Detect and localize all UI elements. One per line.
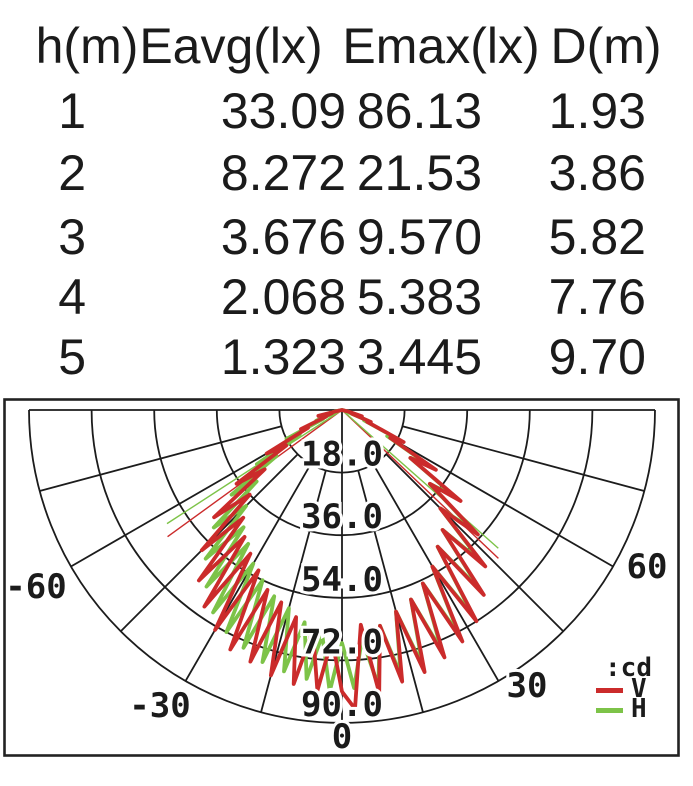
table-cell: 1.93 xyxy=(548,83,646,139)
legend-swatch-h xyxy=(596,708,623,713)
polar-spoke xyxy=(402,425,645,492)
table-cell: 1 xyxy=(58,83,86,139)
table-cell: 9.70 xyxy=(548,329,646,385)
polar-spoke xyxy=(70,440,289,568)
column-header-emax: Emax(lx) xyxy=(342,18,540,74)
legend-swatch-v xyxy=(596,688,623,693)
column-header-diameter: D(m) xyxy=(550,18,662,74)
table-cell: 2.068 xyxy=(220,269,346,325)
angle-label: -60 xyxy=(5,567,66,607)
radial-tick-label: 72.0 xyxy=(301,622,383,662)
table-cell: 3.445 xyxy=(356,329,482,385)
table-cell: 8.272 xyxy=(220,145,346,201)
table-cell: 5.383 xyxy=(356,269,482,325)
table-cell: 86.13 xyxy=(356,83,482,139)
column-header-eavg: Eavg(lx) xyxy=(139,18,323,74)
legend-label-v: V xyxy=(631,674,647,704)
column-header-height: h(m) xyxy=(35,18,139,74)
radial-tick-label: 90.0 xyxy=(301,685,383,725)
polar-spoke xyxy=(385,453,564,632)
beam-angle-ray-v xyxy=(341,409,499,559)
legend-label-h: H xyxy=(631,694,647,724)
table-cell: 7.76 xyxy=(548,269,646,325)
radial-tick-label: 18.0 xyxy=(301,435,383,475)
table-cell: 3 xyxy=(58,209,86,265)
angle-label: -30 xyxy=(129,686,190,726)
beam-angle-ray-h xyxy=(166,409,343,525)
polar-spoke xyxy=(395,440,614,568)
beam-angle-ray-h xyxy=(341,409,499,549)
radial-tick-label: 54.0 xyxy=(301,560,383,600)
table-cell: 21.53 xyxy=(356,145,482,201)
table-cell: 4 xyxy=(58,269,86,325)
table-cell: 2 xyxy=(58,145,86,201)
table-cell: 9.570 xyxy=(356,209,482,265)
angle-label: 60 xyxy=(627,547,668,587)
radial-tick-label: 36.0 xyxy=(301,497,383,537)
chart-panel-border xyxy=(3,398,680,757)
table-cell: 5.82 xyxy=(548,209,646,265)
angle-label: 0 xyxy=(332,717,352,757)
table-cell: 3.86 xyxy=(548,145,646,201)
polar-spoke xyxy=(39,425,282,492)
table-cell: 3.676 xyxy=(220,209,346,265)
angle-label: 30 xyxy=(507,666,548,706)
v-intensity-curve xyxy=(196,408,488,711)
polar-spoke xyxy=(357,470,424,713)
legend-unit-label: :cd xyxy=(605,653,652,683)
table-cell: 5 xyxy=(58,329,86,385)
table-cell: 33.09 xyxy=(220,83,346,139)
table-cell: 1.323 xyxy=(220,329,346,385)
